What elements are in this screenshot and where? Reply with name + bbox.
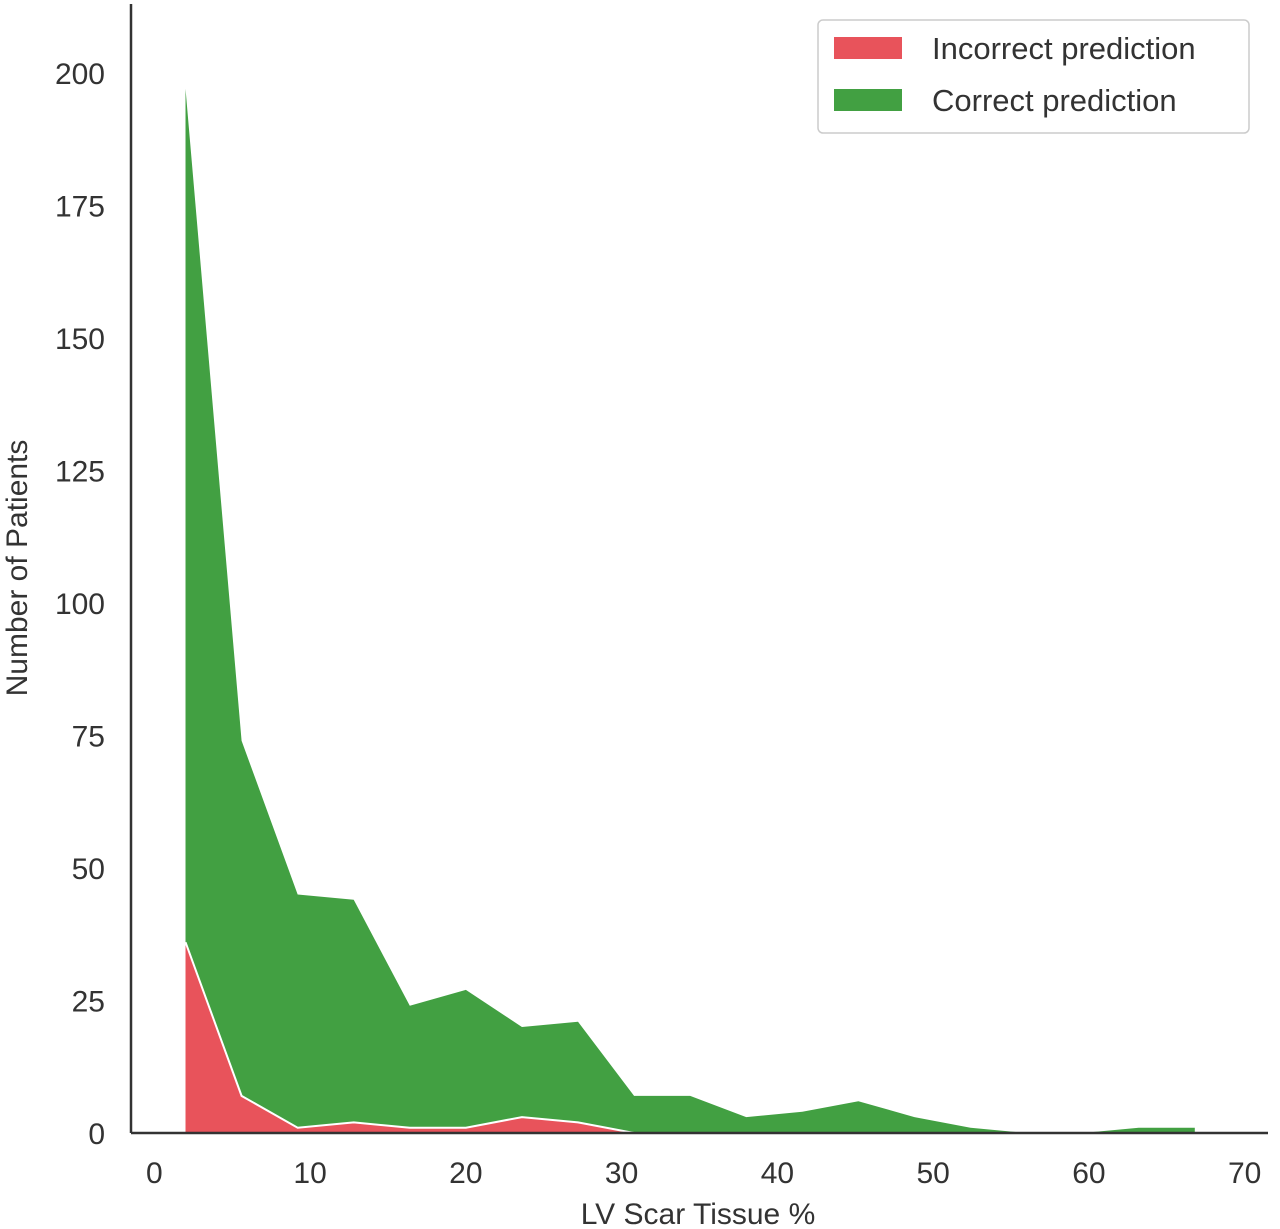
legend-swatch-correct-prediction <box>834 89 902 111</box>
y-tick-label: 25 <box>72 985 105 1018</box>
y-tick-label: 125 <box>55 455 105 488</box>
y-tick-label: 200 <box>55 58 105 91</box>
x-tick-label: 60 <box>1072 1157 1105 1190</box>
area-correct-prediction <box>185 88 1195 1133</box>
x-tick-label: 0 <box>146 1157 163 1190</box>
legend-box <box>817 19 1250 134</box>
x-tick-label: 30 <box>605 1157 638 1190</box>
legend-swatch-incorrect-prediction <box>834 37 902 59</box>
x-tick-label: 50 <box>916 1157 949 1190</box>
y-tick-label: 75 <box>72 720 105 753</box>
x-tick-labels: 0 10 20 30 40 50 60 70 <box>146 1157 1261 1190</box>
y-tick-label: 50 <box>72 853 105 886</box>
x-tick-label: 70 <box>1228 1157 1261 1190</box>
y-tick-labels: 0 25 50 75 100 125 150 175 200 <box>55 58 105 1151</box>
x-tick-label: 20 <box>449 1157 482 1190</box>
y-axis-title: Number of Patients <box>1 440 34 697</box>
y-tick-label: 150 <box>55 323 105 356</box>
y-tick-label: 100 <box>55 588 105 621</box>
x-tick-label: 10 <box>293 1157 326 1190</box>
x-tick-label: 40 <box>761 1157 794 1190</box>
legend-label-correct-prediction: Correct prediction <box>932 83 1177 118</box>
y-tick-label: 0 <box>88 1118 105 1151</box>
axes <box>129 4 1268 1135</box>
y-tick-label: 175 <box>55 190 105 223</box>
legend: Incorrect prediction Correct prediction <box>817 19 1250 134</box>
legend-label-incorrect-prediction: Incorrect prediction <box>932 31 1196 66</box>
x-axis-title: LV Scar Tissue % <box>581 1198 816 1229</box>
plot-areas <box>184 88 1195 1134</box>
